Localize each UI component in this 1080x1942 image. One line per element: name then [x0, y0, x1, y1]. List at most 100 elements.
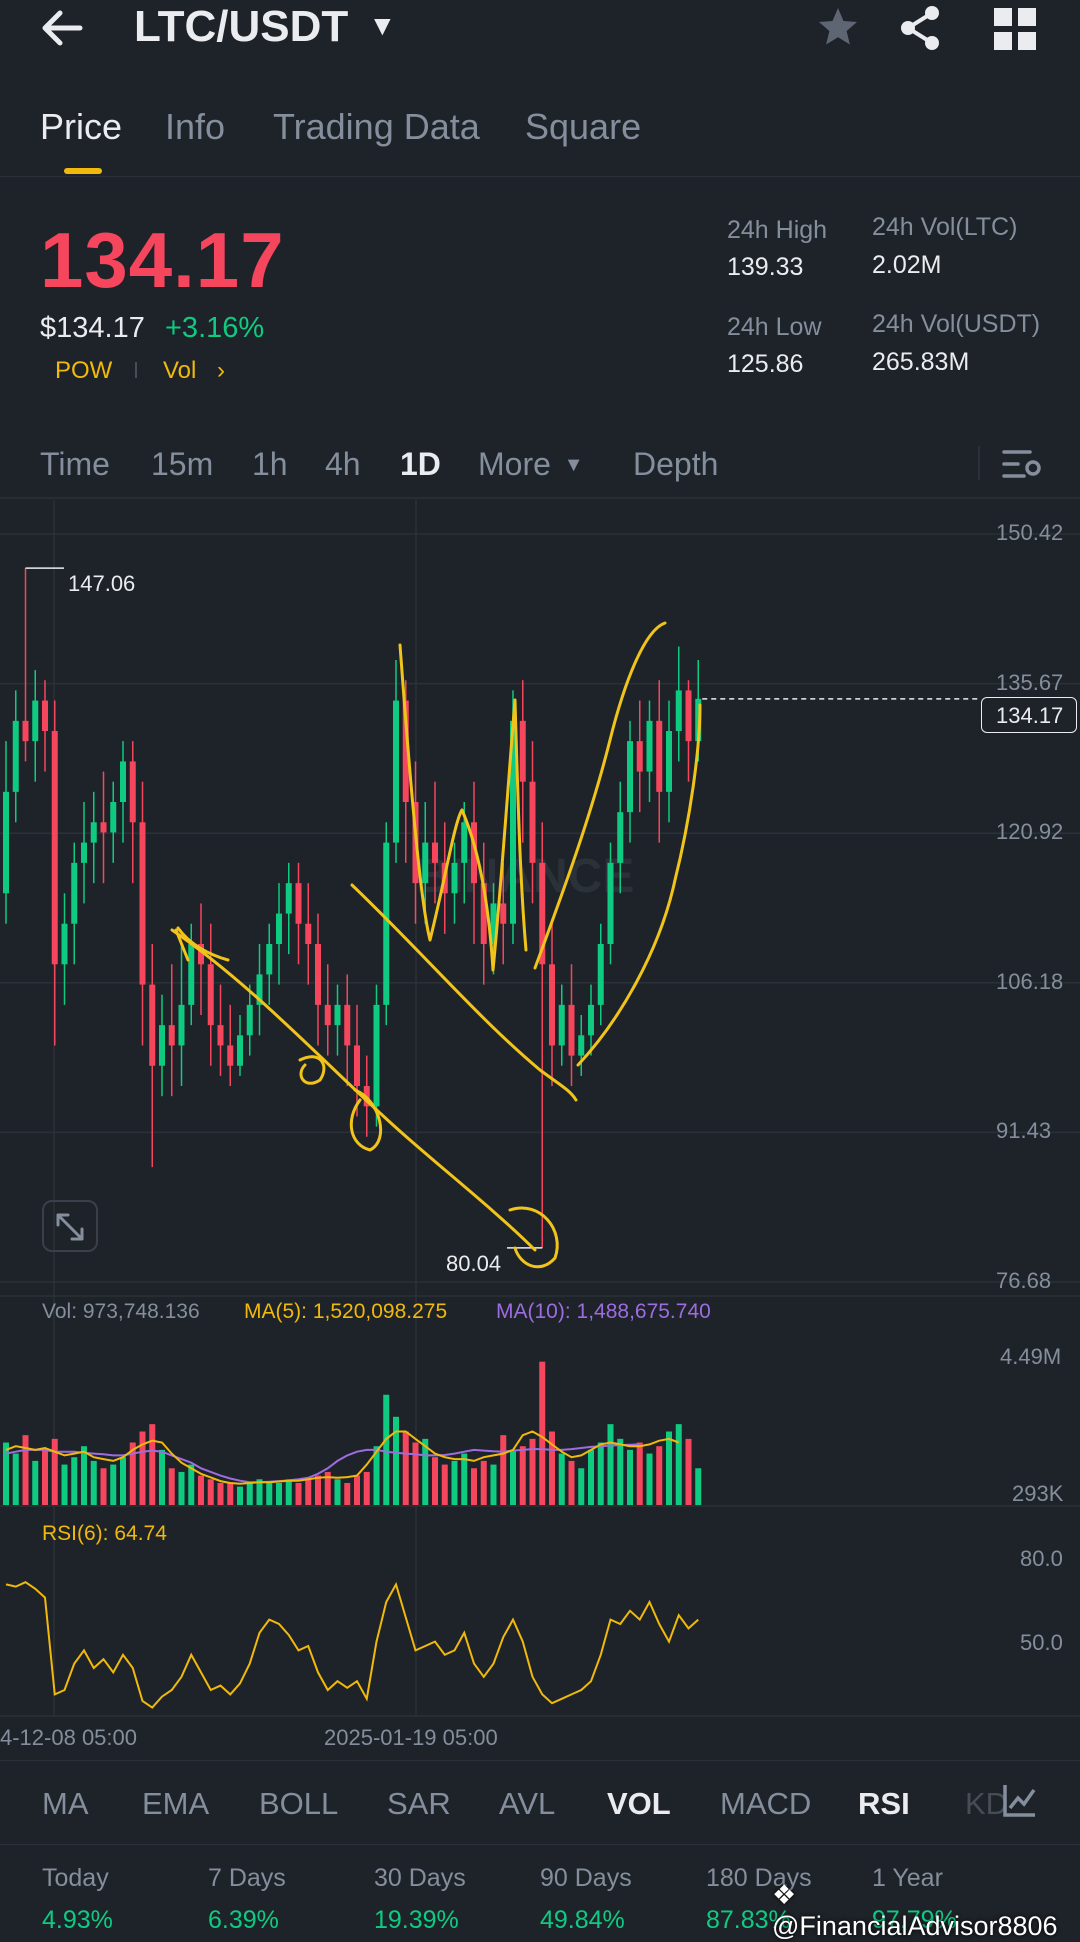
candle-body-24 — [237, 1035, 243, 1066]
tf-time[interactable]: Time — [40, 446, 110, 482]
ind-vol[interactable]: VOL — [607, 1786, 671, 1821]
candle-body-20 — [198, 944, 204, 965]
main-tabs: Price Info Trading Data Square — [0, 100, 1080, 177]
ma10-line — [5, 1443, 640, 1484]
pair-selector[interactable]: LTC/USDT ▼ — [134, 2, 396, 52]
tf-1d[interactable]: 1D — [400, 446, 441, 482]
candle-body-19 — [188, 944, 195, 1005]
volume-bar-32 — [315, 1475, 321, 1505]
candle-body-61 — [597, 944, 604, 1005]
tf-1h[interactable]: 1h — [252, 446, 288, 482]
pow-tag[interactable]: POW — [55, 357, 113, 384]
ind-ema[interactable]: EMA — [142, 1786, 210, 1821]
volume-bar-7 — [71, 1457, 78, 1505]
ind-macd[interactable]: MACD — [720, 1786, 812, 1821]
volume-bar-56 — [549, 1431, 555, 1505]
volume-bar-43 — [422, 1438, 429, 1505]
tab-info[interactable]: Info — [165, 106, 226, 147]
volume-bar-26 — [256, 1479, 263, 1505]
candle-body-69 — [675, 690, 682, 731]
candle-body-3 — [32, 700, 39, 742]
volume-bar-71 — [695, 1468, 702, 1505]
volume-bar-40 — [393, 1416, 399, 1505]
candle-body-22 — [217, 1025, 224, 1046]
candle-body-38 — [373, 1004, 380, 1107]
candle-body-7 — [71, 862, 78, 924]
ind-ma[interactable]: MA — [42, 1786, 89, 1821]
price-tick-1: 135.67 — [996, 669, 1064, 695]
candle-body-67 — [656, 720, 663, 792]
annotation-lower-loop — [349, 1088, 383, 1152]
chart-settings-icon[interactable] — [1000, 444, 1044, 484]
vol-usdt-value: 265.83M — [872, 348, 970, 376]
candle-body-36 — [354, 1045, 360, 1087]
star-icon[interactable] — [814, 4, 862, 52]
back-arrow-icon[interactable] — [34, 0, 94, 58]
volume-bar-36 — [354, 1475, 360, 1505]
candle-body-16 — [159, 1025, 165, 1066]
ind-boll[interactable]: BOLL — [259, 1786, 339, 1821]
volume-bar-54 — [529, 1438, 536, 1505]
volume-bar-46 — [451, 1460, 458, 1505]
rsi-line — [5, 1581, 699, 1709]
volume-bar-20 — [198, 1475, 204, 1505]
vol-tick-max: 4.49M — [1000, 1344, 1062, 1369]
tab-square[interactable]: Square — [525, 106, 642, 147]
volume-bar-63 — [617, 1438, 624, 1505]
rsi-tick-50: 50.0 — [1020, 1630, 1063, 1655]
ind-avl[interactable]: AVL — [499, 1786, 556, 1821]
volume-bar-19 — [188, 1464, 195, 1505]
tab-trading-data[interactable]: Trading Data — [273, 106, 480, 147]
volume-bar-68 — [666, 1431, 672, 1505]
volume-bar-33 — [324, 1471, 331, 1505]
price-tick-2: 120.92 — [996, 819, 1064, 845]
candle-body-14 — [139, 822, 146, 985]
tab-price[interactable]: Price — [40, 106, 123, 147]
tf-4h[interactable]: 4h — [325, 446, 361, 482]
candle-body-28 — [276, 913, 282, 945]
rsi-readout: RSI(6): 64.74 — [42, 1522, 167, 1545]
tf-15m[interactable]: 15m — [151, 446, 214, 482]
current-price-badge: 134.17 — [981, 697, 1077, 733]
grid-layout-icon[interactable] — [992, 6, 1038, 52]
share-icon[interactable] — [896, 3, 946, 53]
volume-bar-1 — [12, 1453, 19, 1505]
candle-body-42 — [412, 801, 419, 884]
tf-depth[interactable]: Depth — [633, 446, 719, 482]
volume-bar-35 — [344, 1482, 351, 1505]
expand-chart-button[interactable] — [42, 1200, 98, 1252]
volume-bar-5 — [51, 1438, 58, 1505]
candle-body-27 — [266, 944, 273, 975]
candle-body-31 — [305, 923, 312, 945]
annotation-cup-left — [533, 621, 667, 970]
volume-bar-67 — [656, 1446, 663, 1505]
indicator-settings-icon[interactable] — [1000, 1780, 1040, 1820]
volume-bar-28 — [276, 1482, 282, 1505]
volume-bar-61 — [597, 1442, 604, 1505]
candle-body-18 — [178, 1004, 185, 1046]
volume-bar-21 — [207, 1479, 214, 1505]
tf-more[interactable]: More ▼ — [478, 446, 584, 483]
candle-body-37 — [363, 1086, 370, 1107]
candle-body-25 — [246, 1004, 253, 1036]
candle-body-12 — [120, 761, 126, 802]
annotation-cup-right — [576, 703, 702, 1067]
volume-bar-38 — [373, 1446, 380, 1505]
usd-price: $134.17 — [40, 312, 145, 344]
volume-bar-17 — [168, 1468, 175, 1505]
ind-rsi[interactable]: RSI — [858, 1786, 910, 1821]
rsi-tick-80: 80.0 — [1020, 1546, 1063, 1571]
candle-body-50 — [490, 903, 497, 945]
high-value: 139.33 — [727, 253, 804, 281]
candle-body-51 — [500, 903, 507, 924]
volume-bar-6 — [61, 1464, 68, 1505]
x-label-2: 2025-01-19 05:00 — [324, 1725, 498, 1750]
candle-body-48 — [471, 822, 477, 884]
ind-sar[interactable]: SAR — [387, 1786, 451, 1821]
ind-kd[interactable]: KD — [965, 1786, 1009, 1821]
candle-body-47 — [461, 822, 468, 863]
annotation-resistance-curve — [350, 883, 578, 1102]
candle-body-62 — [607, 862, 614, 945]
vol-tag-link[interactable]: Vol › — [163, 357, 225, 385]
candle-body-32 — [315, 944, 321, 1005]
